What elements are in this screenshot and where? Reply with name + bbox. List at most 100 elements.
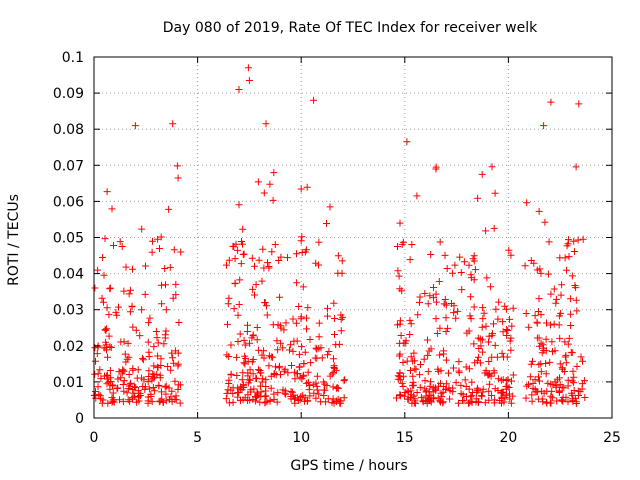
data-point: [284, 369, 292, 377]
data-point: [562, 351, 570, 359]
data-point: [509, 304, 517, 312]
data-point: [399, 359, 407, 366]
data-point: [504, 327, 512, 334]
data-point: [533, 334, 541, 342]
data-point: [272, 371, 280, 379]
data-point: [125, 371, 133, 378]
data-point: [135, 397, 143, 405]
data-point: [567, 322, 575, 329]
data-point: [294, 394, 302, 402]
data-point: [108, 205, 116, 213]
data-point: [334, 269, 342, 277]
data-point: [168, 387, 176, 395]
data-point: [544, 379, 552, 387]
data-point: [450, 302, 458, 310]
data-point: [507, 334, 515, 342]
data-point: [114, 375, 122, 383]
data-point: [146, 314, 154, 322]
data-point: [468, 392, 476, 400]
data-point: [336, 340, 344, 348]
data-point: [166, 263, 174, 271]
data-point: [235, 86, 243, 93]
data-point: [171, 377, 179, 385]
data-point: [312, 379, 320, 387]
data-point: [465, 399, 472, 407]
data-point: [222, 395, 230, 403]
grid: [94, 57, 612, 418]
data-point: [157, 233, 165, 241]
data-point: [507, 346, 515, 354]
data-point: [138, 306, 146, 314]
data-point: [417, 361, 424, 368]
data-point: [467, 315, 475, 323]
data-point: [568, 272, 576, 280]
data-point: [426, 292, 434, 300]
data-point: [319, 378, 327, 386]
data-point: [233, 372, 241, 379]
data-point: [557, 309, 565, 317]
data-point: [139, 383, 147, 390]
data-point: [557, 291, 565, 299]
data-point: [481, 399, 489, 407]
data-point: [549, 348, 556, 356]
data-point: [169, 294, 177, 302]
data-point: [272, 363, 279, 371]
data-point: [310, 389, 318, 397]
data-point: [233, 353, 241, 361]
data-point: [313, 372, 321, 380]
data-point: [472, 398, 480, 406]
data-point: [286, 346, 293, 354]
data-point: [149, 237, 156, 245]
data-point: [130, 389, 138, 397]
data-point: [277, 324, 285, 332]
data-point: [131, 383, 138, 391]
data-point: [265, 263, 273, 270]
data-point: [543, 399, 551, 407]
data-point: [479, 388, 487, 396]
data-point: [575, 100, 583, 108]
data-point: [552, 382, 560, 390]
data-point: [503, 332, 511, 339]
data-point: [394, 372, 402, 380]
data-point: [284, 254, 291, 262]
data-point: [301, 397, 308, 405]
data-point: [103, 372, 111, 380]
data-point: [401, 392, 408, 400]
data-point: [462, 363, 470, 371]
data-point: [301, 394, 309, 402]
data-point: [452, 379, 460, 387]
data-point: [287, 341, 295, 349]
data-point: [416, 371, 424, 379]
data-point: [239, 225, 247, 233]
data-point: [556, 374, 563, 382]
data-point: [103, 325, 111, 333]
data-point: [268, 248, 276, 256]
data-point: [537, 311, 545, 319]
data-point: [556, 334, 564, 342]
data-point: [528, 391, 536, 399]
data-point: [174, 362, 182, 370]
data-point: [398, 379, 406, 387]
data-point: [238, 238, 245, 245]
data-point: [556, 254, 564, 262]
data-point: [446, 395, 454, 403]
data-point: [253, 324, 261, 331]
data-point: [103, 304, 111, 312]
data-point: [162, 327, 170, 335]
data-point: [246, 376, 254, 384]
data-point: [256, 398, 264, 406]
data-point: [505, 246, 513, 254]
data-point: [295, 351, 303, 359]
data-point: [119, 398, 127, 406]
data-point: [154, 363, 162, 371]
data-point: [547, 321, 554, 329]
data-point: [569, 367, 577, 375]
data-point: [292, 319, 300, 327]
data-point: [540, 347, 548, 354]
data-point: [552, 299, 560, 307]
y-tick-label: 0.01: [53, 375, 84, 391]
data-point: [422, 388, 430, 396]
data-point: [521, 262, 529, 270]
data-point: [255, 346, 263, 354]
data-point: [299, 283, 307, 291]
